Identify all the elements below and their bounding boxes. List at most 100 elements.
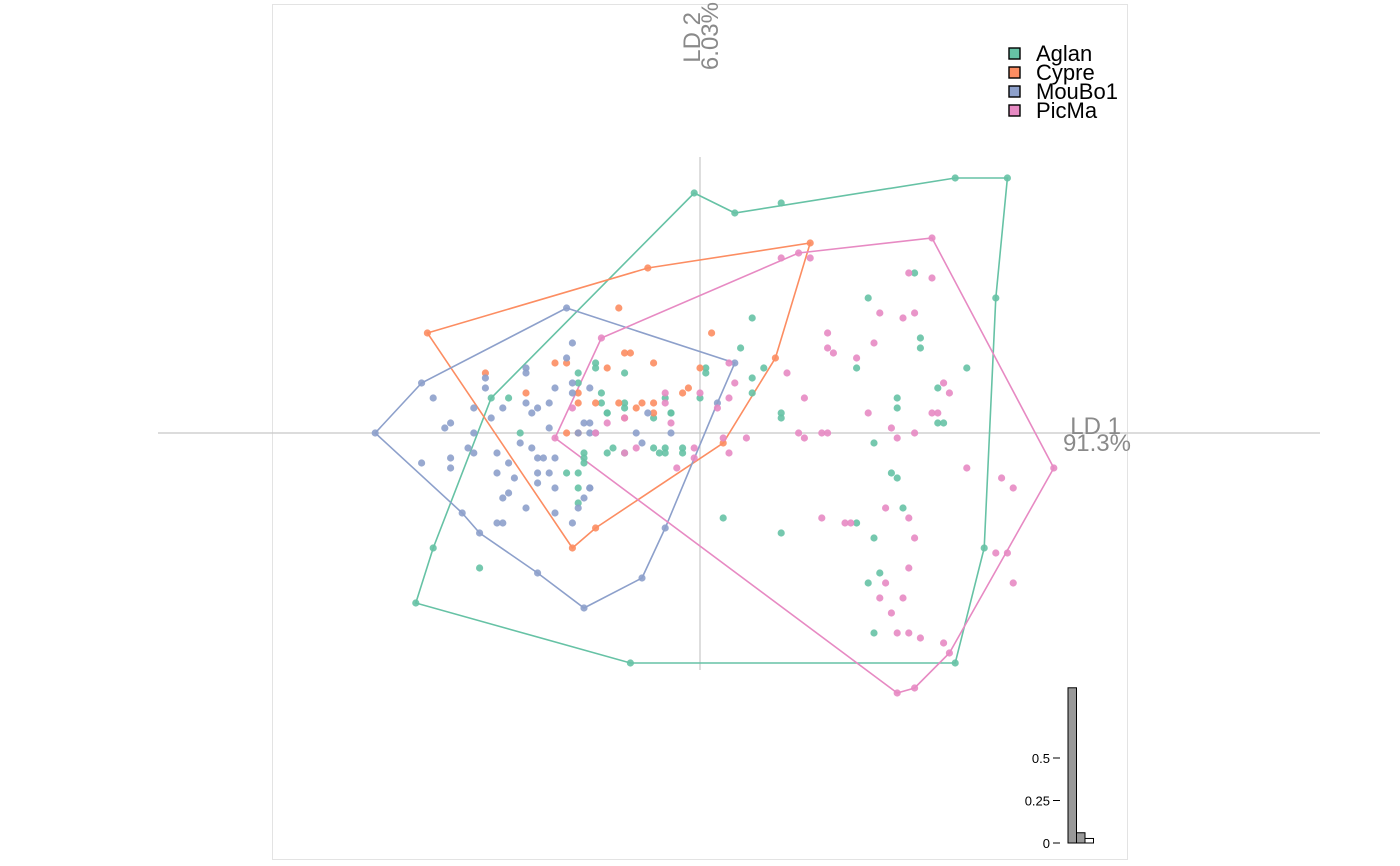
point-aglan [911,269,919,277]
point-picma [905,564,913,572]
point-picma [853,354,861,362]
x-axis-label: LD 1 [1070,413,1121,440]
point-moubo1 [418,379,426,387]
axes: LD 1 91.3% LD 2 6.03% [158,2,1320,670]
point-moubo1 [568,389,577,397]
point-cypre [621,349,629,357]
point-aglan [777,409,785,417]
point-moubo1 [586,384,594,392]
point-picma [1050,464,1058,472]
point-aglan [893,474,901,482]
point-picma [568,404,577,412]
point-picma [551,434,559,442]
eigenvalue-bar [1084,837,1094,844]
point-aglan [893,394,901,402]
point-picma [893,434,901,442]
eigenvalue-tick-label: 0 [1043,836,1050,851]
point-aglan [626,659,635,667]
point-picma [725,359,733,367]
point-picma [597,334,606,342]
point-aglan [702,369,710,377]
point-picma [911,534,919,542]
point-picma [592,429,600,437]
point-aglan [661,449,669,457]
point-aglan [870,629,878,637]
eigenvalue-inset: 0 0.25 0.5 [1025,687,1094,851]
point-moubo1 [418,459,426,467]
point-moubo1 [545,399,553,407]
point-picma [719,434,727,442]
hulls [374,177,1055,694]
point-moubo1 [638,439,646,447]
point-moubo1 [713,399,722,407]
point-cypre [615,399,623,407]
point-aglan [916,344,925,352]
point-cypre [574,399,582,407]
point-aglan [760,364,768,372]
point-moubo1 [638,574,646,582]
point-moubo1 [522,399,530,407]
point-moubo1 [545,469,553,477]
point-aglan [887,469,896,477]
point-picma [725,394,733,402]
point-picma [818,514,826,522]
point-moubo1 [522,369,530,377]
point-moubo1 [551,454,559,462]
point-picma [940,379,948,387]
point-aglan [476,564,484,572]
point-aglan [621,404,629,412]
point-picma [882,579,890,587]
point-cypre [481,369,489,377]
point-aglan [597,389,606,397]
point-picma [916,634,925,642]
point-aglan [1003,174,1012,182]
point-aglan [748,374,756,382]
point-moubo1 [534,404,542,412]
point-aglan [876,569,884,577]
point-aglan [412,599,420,607]
y-axis-variance: 6.03% [697,2,724,70]
points [371,174,1058,697]
point-picma [905,514,913,522]
point-aglan [580,454,588,462]
point-aglan [690,189,698,197]
point-moubo1 [470,404,478,412]
point-cypre [423,329,431,337]
point-picma [818,429,826,437]
point-picma [690,444,698,452]
point-aglan [777,414,785,422]
point-moubo1 [371,429,379,437]
point-moubo1 [644,409,652,417]
point-cypre [684,384,693,392]
point-moubo1 [441,424,449,432]
point-moubo1 [586,419,594,427]
point-moubo1 [551,384,559,392]
point-picma [690,454,698,462]
point-moubo1 [470,449,478,457]
point-aglan [574,484,582,492]
point-picma [1009,484,1017,492]
point-moubo1 [447,454,455,462]
point-cypre [592,524,600,532]
point-picma [864,409,872,417]
eigenvalue-tick-label: 0.5 [1032,751,1050,766]
legend-swatch-aglan [1008,47,1021,60]
point-picma [731,379,739,387]
point-picma [992,549,1000,557]
point-cypre [522,389,530,397]
point-moubo1 [534,479,542,487]
point-aglan [963,364,971,372]
hull-picma [554,237,1055,694]
point-moubo1 [522,504,530,512]
point-moubo1 [505,489,513,497]
point-aglan [731,209,739,217]
point-moubo1 [493,449,501,457]
point-aglan [870,439,878,447]
point-picma [1003,549,1012,557]
point-cypre [771,354,780,362]
point-picma [800,394,809,402]
point-picma [998,474,1006,482]
point-moubo1 [481,384,489,392]
point-moubo1 [534,454,542,462]
